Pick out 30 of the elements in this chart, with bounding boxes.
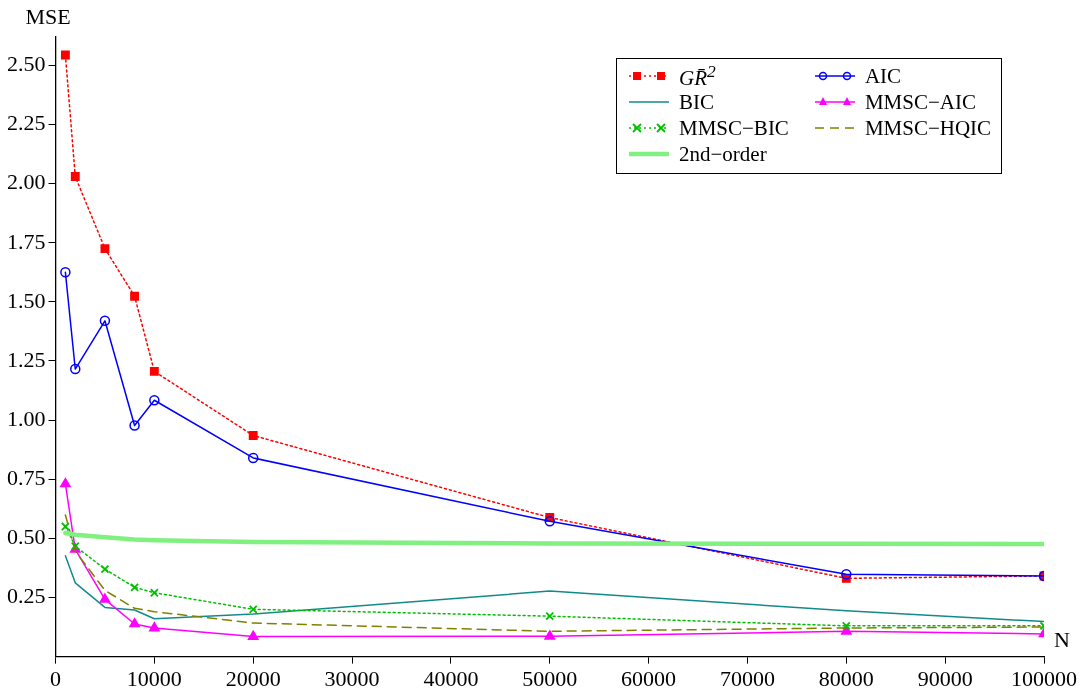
x-tick-label: 100000 xyxy=(1011,665,1077,691)
y-tick-label: 2.50 xyxy=(7,51,46,77)
y-tick-label: 0.75 xyxy=(7,465,46,491)
x-tick-label: 10000 xyxy=(126,665,182,691)
y-tick-label: 1.25 xyxy=(7,346,46,372)
y-axis-title: MSE xyxy=(25,3,71,29)
legend-label: BIC xyxy=(679,89,715,115)
y-tick-label: 0.25 xyxy=(7,583,46,609)
y-tick-label: 0.50 xyxy=(7,524,46,550)
y-tick-label: 1.75 xyxy=(7,228,46,254)
legend-label: AIC xyxy=(864,63,902,89)
legend-label: 2nd−order xyxy=(679,141,767,167)
x-axis-title: N xyxy=(1054,627,1070,653)
x-tick-label: 80000 xyxy=(818,665,874,691)
legend-label: MMSC−HQIC xyxy=(864,115,992,141)
x-tick-label: 60000 xyxy=(621,665,677,691)
x-tick-label: 20000 xyxy=(225,665,281,691)
y-tick-label: 1.00 xyxy=(7,405,46,431)
x-tick-label: 50000 xyxy=(522,665,578,691)
legend-label: MMSC−BIC xyxy=(679,115,789,141)
legend-label: GR̄$^{2}$ xyxy=(679,61,716,91)
x-tick-label: 30000 xyxy=(324,665,380,691)
x-tick-label: 90000 xyxy=(917,665,973,691)
y-tick-label: 2.00 xyxy=(7,169,46,195)
x-tick-label: 40000 xyxy=(423,665,479,691)
y-tick-label: 1.50 xyxy=(7,287,46,313)
legend-label: MMSC−AIC xyxy=(864,89,976,115)
y-tick-label: 2.25 xyxy=(7,110,46,136)
x-tick-label: 0 xyxy=(50,665,61,691)
x-tick-label: 70000 xyxy=(719,665,775,691)
